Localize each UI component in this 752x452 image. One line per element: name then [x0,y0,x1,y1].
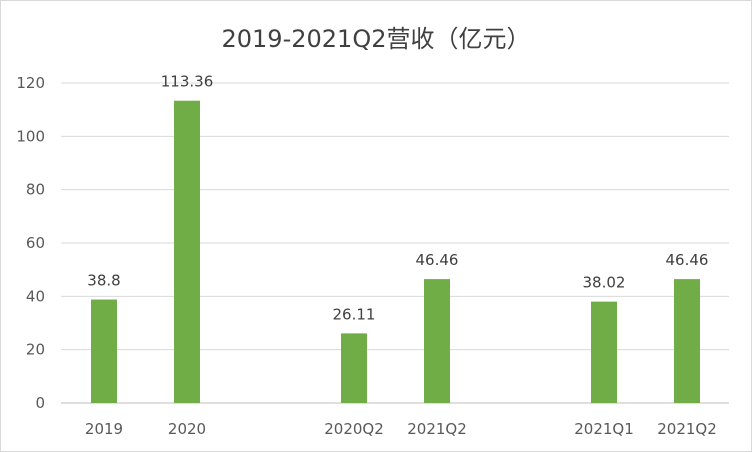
data-label: 26.11 [333,305,376,323]
x-axis-categories: 2019 2020 2020Q2 2021Q2 2021Q1 2021Q2 [85,420,717,438]
bar-2021q2 [424,279,450,403]
x-category-label: 2020Q2 [324,420,384,438]
data-label: 113.36 [161,73,214,91]
x-category-label: 2019 [85,420,123,438]
data-label: 46.46 [666,251,709,269]
data-labels: 38.8 113.36 26.11 46.46 38.02 46.46 [87,73,708,324]
y-tick-label: 20 [26,341,45,359]
bar-2020q2 [341,333,367,403]
y-tick-label: 0 [35,394,45,412]
y-tick-label: 120 [16,74,45,92]
bar-2019 [91,299,117,403]
y-tick-label: 100 [16,127,45,145]
data-label: 38.8 [87,272,120,290]
bar-2021q2 [674,279,700,403]
bars [91,100,700,403]
chart-title: 2019-2021Q2营收（亿元） [222,25,531,53]
x-category-label: 2020 [168,420,206,438]
y-tick-label: 40 [26,287,45,305]
x-category-label: 2021Q2 [407,420,467,438]
y-tick-label: 80 [26,181,45,199]
y-tick-label: 60 [26,234,45,252]
gridlines [61,82,729,404]
data-label: 38.02 [583,274,626,292]
x-category-label: 2021Q2 [657,420,717,438]
bar-2021q1 [591,301,617,403]
x-category-label: 2021Q1 [574,420,634,438]
data-label: 46.46 [416,251,459,269]
y-axis-ticks: 0 20 40 60 80 100 120 [16,74,45,412]
bar-2020 [174,100,200,403]
